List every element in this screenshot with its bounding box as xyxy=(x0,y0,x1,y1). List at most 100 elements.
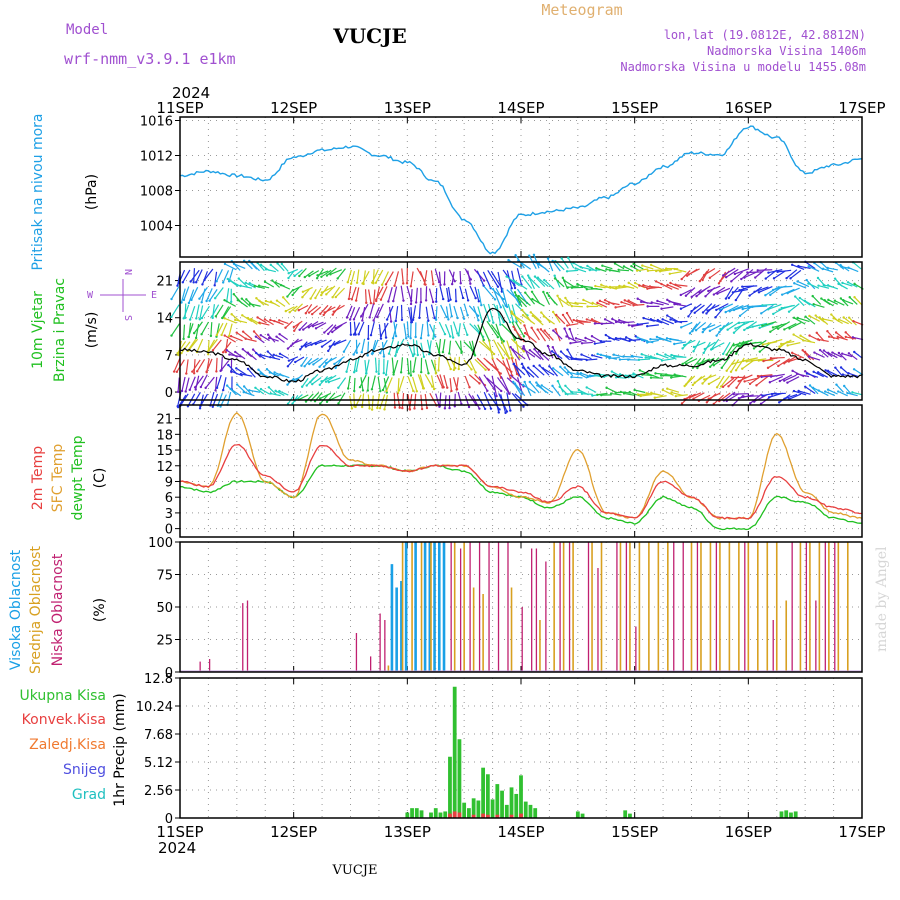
wind-vector-head xyxy=(187,335,190,339)
wind-vector-head xyxy=(646,269,650,272)
wind-vector-head xyxy=(299,348,302,351)
wind-vector xyxy=(270,392,281,397)
plot-layer: 1004100810121016071421036912151821025507… xyxy=(136,115,864,827)
wind-vector-head xyxy=(176,284,179,287)
wind-vector-head xyxy=(328,345,332,348)
temp-unit: (C) xyxy=(92,468,108,489)
wind-vector-head xyxy=(725,353,728,356)
wind-vector-head xyxy=(515,372,519,376)
wind-vector-head xyxy=(431,300,435,304)
wind-vector xyxy=(196,358,206,372)
wind-vector xyxy=(398,375,405,391)
wind-vector-head xyxy=(361,389,365,392)
wind-vector-head xyxy=(786,381,789,384)
total-precip-bar xyxy=(429,812,433,818)
wind-vector xyxy=(602,265,613,270)
wind-vector-head xyxy=(320,291,324,294)
wind-vector xyxy=(788,393,802,400)
wind-vector-head xyxy=(665,337,669,340)
wind-vector xyxy=(713,286,726,296)
wind-vector-head xyxy=(311,382,314,386)
wind-vector-head xyxy=(383,408,386,411)
wind-vector xyxy=(817,338,829,343)
wind-vector-head xyxy=(405,282,409,285)
wind-vector-head xyxy=(724,297,728,300)
wind-vector xyxy=(806,372,819,378)
wind-vector-head xyxy=(541,367,545,370)
wind-vector-head xyxy=(570,286,574,289)
wind-vector-head xyxy=(718,330,721,334)
wind-vector xyxy=(463,359,472,370)
wind-vector xyxy=(185,377,190,392)
wind-vector-head xyxy=(199,385,203,389)
wind-vector-head xyxy=(342,350,346,353)
wind-vector xyxy=(623,265,634,272)
wind-vector-head xyxy=(528,348,532,352)
wind-vector-head xyxy=(614,320,618,324)
wind-vector xyxy=(500,340,510,359)
wind-vector-head xyxy=(769,330,772,333)
wind-vector xyxy=(497,377,510,394)
wind-vector xyxy=(585,337,596,343)
wind-vector-head xyxy=(508,392,511,395)
total-precip-bar xyxy=(433,808,438,818)
wind-vector-head xyxy=(410,320,414,324)
top-day-labels: 11SEP 12SEP 13SEP 14SEP 15SEP 16SEP 17SE… xyxy=(156,99,885,117)
wind-vector xyxy=(335,321,347,329)
wind-vector-head xyxy=(460,351,463,355)
wind-vector-head xyxy=(682,343,686,347)
wind-vector-head xyxy=(638,284,641,287)
wind-vector xyxy=(474,358,487,371)
wind-vector-head xyxy=(540,384,543,387)
wind-vector xyxy=(567,323,579,327)
wind-vector-head xyxy=(522,335,526,338)
wind-vector-head xyxy=(761,394,764,397)
wind-vector-head xyxy=(650,301,653,304)
wind-vector xyxy=(247,368,256,378)
wind-vector-head xyxy=(617,268,620,272)
wind-vector xyxy=(781,304,795,309)
wind-vector-head xyxy=(578,320,582,324)
wind-vector-head xyxy=(705,401,709,404)
wind-vector xyxy=(463,341,473,351)
wind-vector xyxy=(383,394,388,410)
wind-vector-head xyxy=(585,386,588,389)
wind-vector xyxy=(268,337,279,342)
wind-vector-head xyxy=(384,336,388,339)
wind-vector-head xyxy=(521,366,525,369)
wind-vector xyxy=(371,339,377,354)
wind-vector xyxy=(224,317,237,324)
wind-vector xyxy=(275,390,285,396)
wind-vector xyxy=(771,392,786,395)
wind-vector xyxy=(447,286,452,300)
wind-vector xyxy=(783,356,797,364)
wind-vector xyxy=(547,258,554,272)
wind-vector xyxy=(531,291,541,305)
wind-vector-head xyxy=(337,386,340,389)
y-tick-label: 1012 xyxy=(140,150,173,165)
wind-vector-head xyxy=(195,370,199,373)
wind-vector-head xyxy=(366,389,370,392)
wind-vector-head xyxy=(477,300,481,303)
wind-vector-head xyxy=(636,393,640,396)
wind-vector xyxy=(304,270,314,278)
wind-vector xyxy=(624,285,635,289)
wind-vector-head xyxy=(225,384,229,387)
wind-vector-head xyxy=(791,369,794,373)
wind-vector xyxy=(183,286,190,301)
wind-vector xyxy=(309,270,320,277)
wind-vector xyxy=(529,349,542,360)
wind-vector xyxy=(798,265,811,270)
wind-vector xyxy=(541,384,554,394)
wind-vector-head xyxy=(696,366,699,370)
wind-vector xyxy=(187,323,194,338)
wind-vector-head xyxy=(489,407,493,410)
wind-vector-head xyxy=(836,335,839,339)
wind-vector-head xyxy=(379,351,382,355)
wind-vector-head xyxy=(265,368,269,371)
wind-vector-head xyxy=(189,280,192,283)
wind-vector-head xyxy=(350,407,354,410)
wind-vector xyxy=(285,306,295,312)
wind-vector xyxy=(375,286,384,300)
